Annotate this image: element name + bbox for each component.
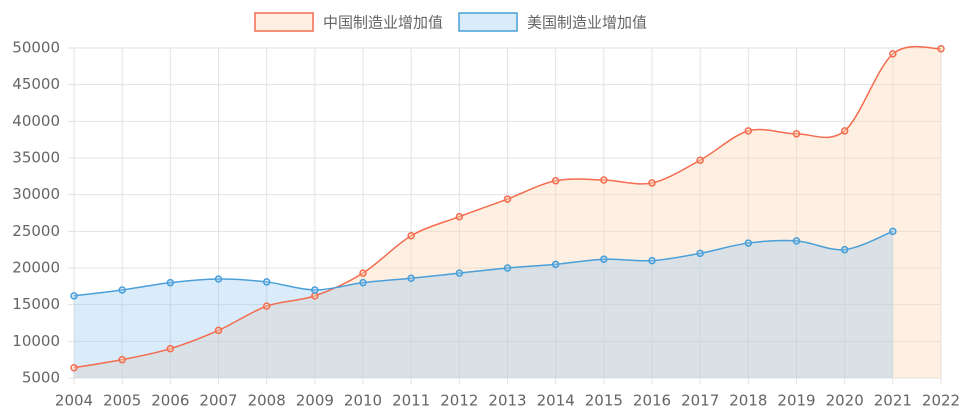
x-tick-label: 2019 xyxy=(777,392,815,410)
point xyxy=(455,269,464,277)
point xyxy=(937,44,945,53)
line xyxy=(73,230,894,297)
x-tick-label: 2013 xyxy=(488,392,526,410)
y-tick-label: 10000 xyxy=(12,332,60,350)
x-tick-label: 2005 xyxy=(103,392,141,410)
line xyxy=(73,45,942,369)
point xyxy=(792,237,801,245)
point xyxy=(359,269,367,277)
point xyxy=(311,292,319,300)
area xyxy=(74,46,941,378)
y-tick-label: 5000 xyxy=(22,369,60,387)
point xyxy=(696,249,704,258)
point xyxy=(118,286,126,294)
point xyxy=(696,156,704,164)
point xyxy=(600,176,608,184)
point xyxy=(503,264,512,272)
y-tick-label: 40000 xyxy=(12,112,60,130)
x-tick-label: 2015 xyxy=(585,392,623,410)
point xyxy=(840,245,849,254)
point xyxy=(214,275,223,283)
legend: 中国制造业增加值 美国制造业增加值 xyxy=(254,12,647,32)
point xyxy=(840,127,849,135)
y-tick-label: 45000 xyxy=(12,75,60,93)
x-tick-label: 2004 xyxy=(55,392,93,410)
x-tick-label: 2022 xyxy=(922,392,960,410)
point xyxy=(311,286,319,294)
point xyxy=(407,274,415,283)
y-tick-label: 35000 xyxy=(12,149,60,167)
point xyxy=(744,127,753,135)
point xyxy=(262,302,271,310)
x-tick-label: 2007 xyxy=(199,392,237,410)
point xyxy=(551,260,560,269)
area xyxy=(74,231,893,378)
legend-swatch xyxy=(254,12,314,32)
x-tick-label: 2014 xyxy=(537,392,575,410)
x-tick-label: 2020 xyxy=(826,392,864,410)
legend-swatch xyxy=(458,12,518,32)
x-tick-label: 2011 xyxy=(392,392,430,410)
point xyxy=(70,292,78,300)
point xyxy=(744,239,753,247)
point xyxy=(70,363,78,372)
y-tick-label: 20000 xyxy=(12,259,60,277)
y-tick-label: 30000 xyxy=(12,185,60,203)
y-tick-label: 50000 xyxy=(12,39,60,57)
point xyxy=(889,227,897,236)
point xyxy=(792,130,801,138)
point xyxy=(118,355,126,364)
legend-label: 美国制造业增加值 xyxy=(527,14,647,32)
x-tick-label: 2008 xyxy=(248,392,286,410)
point xyxy=(214,326,223,335)
x-tick-label: 2010 xyxy=(344,392,382,410)
x-tick-label: 2009 xyxy=(296,392,334,410)
x-tick-label: 2021 xyxy=(874,392,912,410)
point xyxy=(889,50,897,58)
point xyxy=(551,176,560,185)
x-tick-label: 2012 xyxy=(440,392,478,410)
x-tick-label: 2017 xyxy=(681,392,719,410)
point xyxy=(359,278,367,287)
point xyxy=(455,212,464,221)
x-tick-label: 2018 xyxy=(729,392,767,410)
point xyxy=(503,195,512,203)
y-tick-label: 15000 xyxy=(12,295,60,313)
x-tick-label: 2006 xyxy=(151,392,189,410)
point xyxy=(166,344,175,353)
legend-label: 中国制造业增加值 xyxy=(323,14,443,32)
point xyxy=(600,255,608,263)
point xyxy=(407,231,415,240)
y-tick-label: 25000 xyxy=(12,222,60,240)
point xyxy=(648,179,656,187)
x-tick-label: 2016 xyxy=(633,392,671,410)
point xyxy=(166,278,175,287)
point xyxy=(648,256,656,265)
point xyxy=(262,278,271,286)
